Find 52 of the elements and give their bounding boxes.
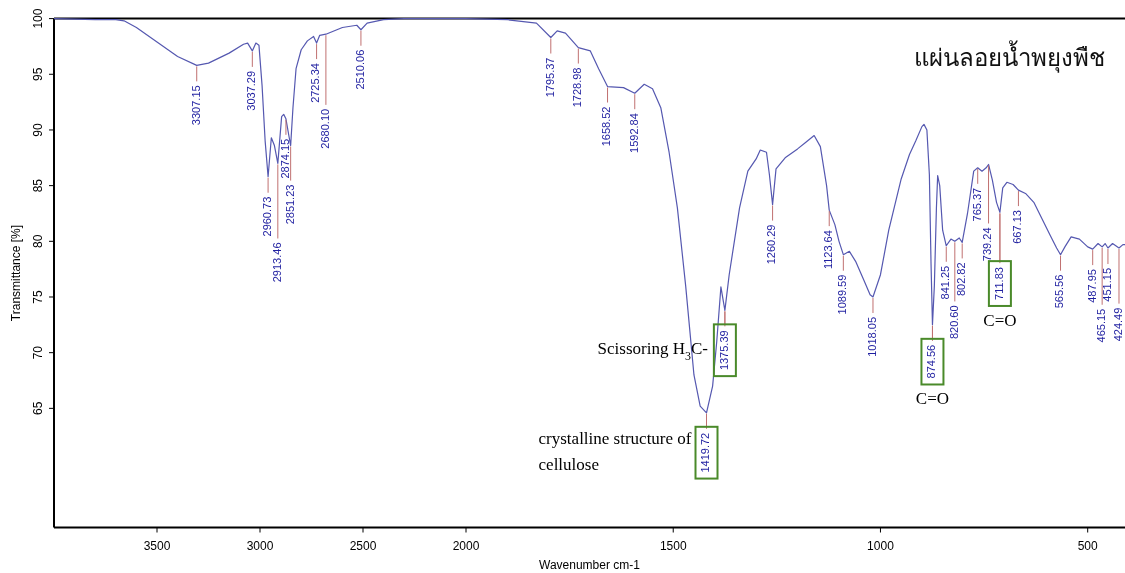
annotation: 2680.10 [318,108,331,149]
y-tick-label: 70 [31,345,45,360]
annotation: 2874.15 [278,138,291,179]
y-tick-label: 90 [31,122,45,137]
x-tick-label: 1500 [659,538,687,553]
annotation: 820.60 [947,305,960,340]
annotation: 1260.29 [765,224,778,265]
y-axis-title: Transmittance [%] [9,224,23,322]
annotation: 874.56 [925,344,938,379]
annotation: 765.37 [970,187,983,222]
annotation: 487.95 [1085,269,1098,303]
annotation: 2510.06 [353,49,366,90]
annotation: 1419.72 [699,432,712,473]
y-tick-label: 75 [31,290,45,304]
annotation: 2960.73 [261,196,273,237]
annotation: 739.24 [981,227,994,262]
annotation: 3307.15 [189,85,202,126]
annotation: 2851.23 [283,184,296,225]
annotation: crystalline structure of cellulose [538,428,692,474]
x-tick-label: 3500 [143,538,171,553]
annotation: 565.56 [1053,274,1066,309]
annotation: 1658.52 [600,106,613,147]
annotation: 424.49 [1111,307,1124,342]
annotation: 3037.29 [245,70,258,111]
y-tick-label: 95 [31,67,45,81]
annotation: Scissoring H$_{3}$C- [597,339,709,363]
x-tick-label: 2000 [452,538,480,553]
annotation: 1728.98 [571,67,584,108]
y-tick-label: 85 [31,178,45,193]
x-tick-label: 2500 [349,538,377,553]
annotation: 2913.46 [270,242,283,283]
annotation: C=O [983,310,1017,330]
x-tick-label: 3000 [246,538,274,553]
annotation: 451.15 [1100,267,1113,302]
annotation: 1018.05 [865,316,878,357]
annotation: 667.13 [1011,210,1024,244]
x-tick-label: 500 [1077,538,1099,553]
annotation: 1795.37 [543,57,556,98]
x-axis-title: Wavenumber cm-1 [539,558,641,572]
annotation: 465.15 [1095,308,1108,343]
y-tick-label: 100 [31,8,45,29]
text: แผ่นลอยน้ำพยุงพืช [914,40,1105,73]
annotation: 1375.39 [717,330,730,371]
annotation: 711.83 [992,267,1005,300]
annotation: 1089.59 [836,274,849,315]
y-tick-label: 80 [31,234,45,248]
annotation: 841.25 [939,265,952,300]
annotation: C=O [915,389,950,409]
annotation: 1592.84 [627,113,640,153]
annotation: 1123.64 [822,230,835,270]
y-tick-label: 65 [31,401,45,416]
x-tick-label: 1000 [867,538,895,553]
